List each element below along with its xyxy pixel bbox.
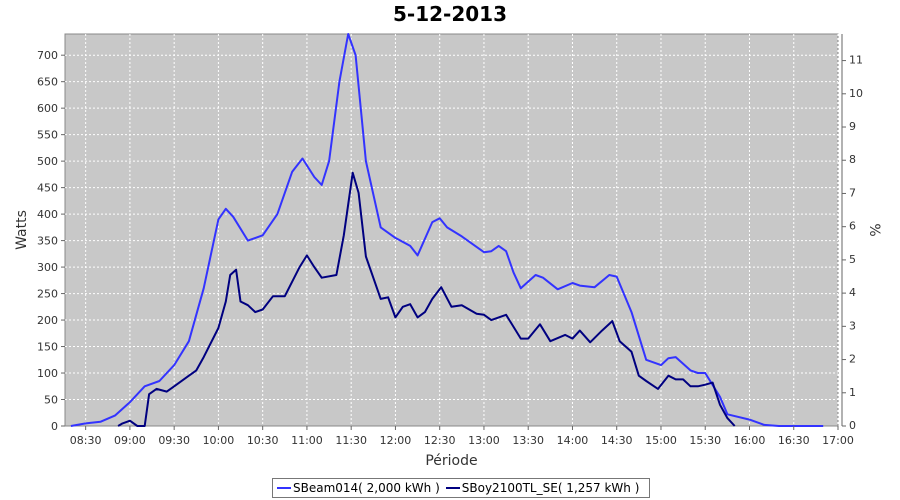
legend-swatch [277,487,291,489]
x-tick-label: 15:00 [645,434,677,447]
y2-tick-label: 3 [849,319,856,332]
y-tick-label: 550 [37,129,58,142]
legend-swatch [445,487,460,489]
legend-label: SBoy2100TL_SE( 1,257 kWh ) [461,481,640,495]
x-tick-label: 16:30 [778,434,810,447]
y-axis-ticks: 0 50 100 150 200 250 300 350 400 450 500 550 600 650 7… [37,49,65,433]
y2-axis-ticks: 0 1 2 3 4 5 6 7 8 9 10 11 [841,34,863,432]
y-tick-label: 500 [37,155,58,168]
y2-tick-label: 8 [849,153,856,166]
series-line-0 [70,33,824,427]
legend-item: SBoy2100TL_SE( 1,257 kWh ) [445,481,640,495]
y2-tick-label: 11 [849,54,863,67]
legend-label: SBeam014( 2,000 kWh ) [293,481,440,495]
y-tick-label: 350 [37,235,58,248]
x-tick-label: 13:00 [468,434,500,447]
x-tick-label: 14:30 [601,434,633,447]
y-tick-label: 50 [44,394,58,407]
legend: SBeam014( 2,000 kWh ) SBoy2100TL_SE( 1,2… [272,478,651,498]
y2-tick-label: 5 [849,253,856,266]
x-tick-label: 12:00 [380,434,412,447]
y-tick-label: 400 [37,208,58,221]
y2-tick-label: 2 [849,353,856,366]
y-tick-label: 450 [37,182,58,195]
y2-tick-label: 9 [849,120,856,133]
x-tick-label: 16:00 [734,434,766,447]
y2-tick-label: 4 [849,286,856,299]
series-lines [70,33,824,427]
x-tick-label: 08:30 [70,434,102,447]
x-tick-label: 11:00 [291,434,323,447]
chart-canvas: 0501001502002503003504004505005506006507… [14,33,882,469]
x-tick-label: 09:00 [114,434,146,447]
x-tick-label: 09:30 [158,434,190,447]
series-line-1 [117,171,736,427]
x-tick-label: 11:30 [335,434,367,447]
x-tick-label: 10:30 [247,434,279,447]
legend-item: SBeam014( 2,000 kWh ) [277,481,440,495]
y-tick-label: 600 [37,102,58,115]
y2-tick-label: 10 [849,87,863,100]
y-tick-label: 700 [37,49,58,62]
x-tick-label: 13:30 [512,434,544,447]
y2-tick-label: 6 [849,220,856,233]
y-tick-label: 300 [37,261,58,274]
chart-title: 5-12-2013 [392,2,507,26]
y2-axis-label: % [866,223,882,236]
y-tick-label: 250 [37,288,58,301]
y-tick-label: 650 [37,76,58,89]
x-axis-label: Période [425,453,477,469]
x-tick-label: 17:00 [822,434,854,447]
y-tick-label: 100 [37,367,58,380]
y2-tick-label: 1 [849,386,856,399]
x-tick-label: 15:30 [689,434,721,447]
y2-tick-label: 7 [849,186,856,199]
grid-lines [65,34,839,426]
x-tick-label: 14:00 [557,434,589,447]
y-tick-label: 200 [37,314,58,327]
y-axis-label: Watts [14,210,30,250]
y2-tick-label: 0 [849,419,856,432]
x-tick-label: 12:30 [424,434,456,447]
x-tick-label: 10:00 [203,434,235,447]
x-axis-ticks: 08:30 09:00 09:30 10:00 10:30 11:00 11:30 12:00… [70,426,854,447]
y-tick-label: 0 [51,420,58,433]
y-tick-label: 150 [37,341,58,354]
